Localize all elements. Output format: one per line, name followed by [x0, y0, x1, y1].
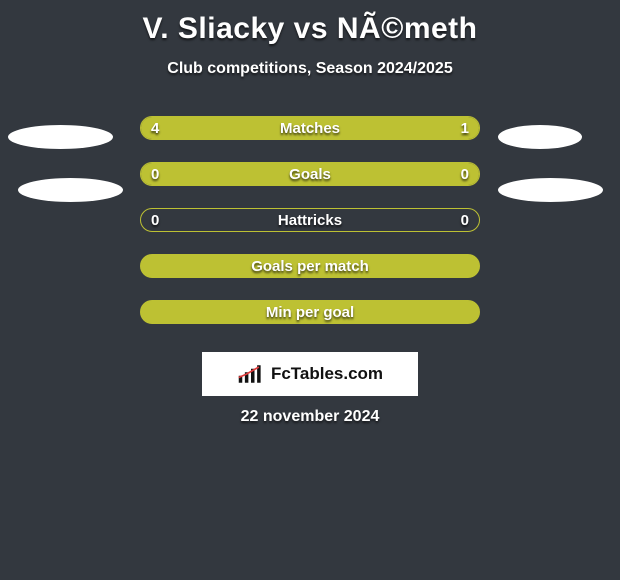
stat-row-min-per-goal: Min per goal: [140, 300, 480, 324]
page-title: V. Sliacky vs NÃ©meth: [0, 0, 620, 46]
logo-text: FcTables.com: [271, 364, 383, 384]
stat-rows: 41Matches 00Goals 00Hattricks Goals per mat…: [140, 116, 480, 346]
oval-bottom-left: [18, 178, 123, 202]
stat-row-hattricks: 00Hattricks: [140, 208, 480, 232]
oval-top-right: [498, 125, 582, 149]
footer-date: 22 november 2024: [0, 408, 620, 426]
stat-row-matches: 41Matches: [140, 116, 480, 140]
page-subtitle: Club competitions, Season 2024/2025: [0, 60, 620, 78]
chart-icon: [237, 362, 265, 386]
logo-box: FcTables.com: [202, 352, 418, 396]
stat-label: Matches: [141, 117, 479, 139]
stat-label: Goals: [141, 163, 479, 185]
stat-label: Hattricks: [141, 209, 479, 231]
oval-bottom-right: [498, 178, 603, 202]
comparison-stage: 41Matches 00Goals 00Hattricks Goals per mat…: [0, 116, 620, 376]
stat-row-goals: 00Goals: [140, 162, 480, 186]
oval-top-left: [8, 125, 113, 149]
stat-row-goals-per-match: Goals per match: [140, 254, 480, 278]
